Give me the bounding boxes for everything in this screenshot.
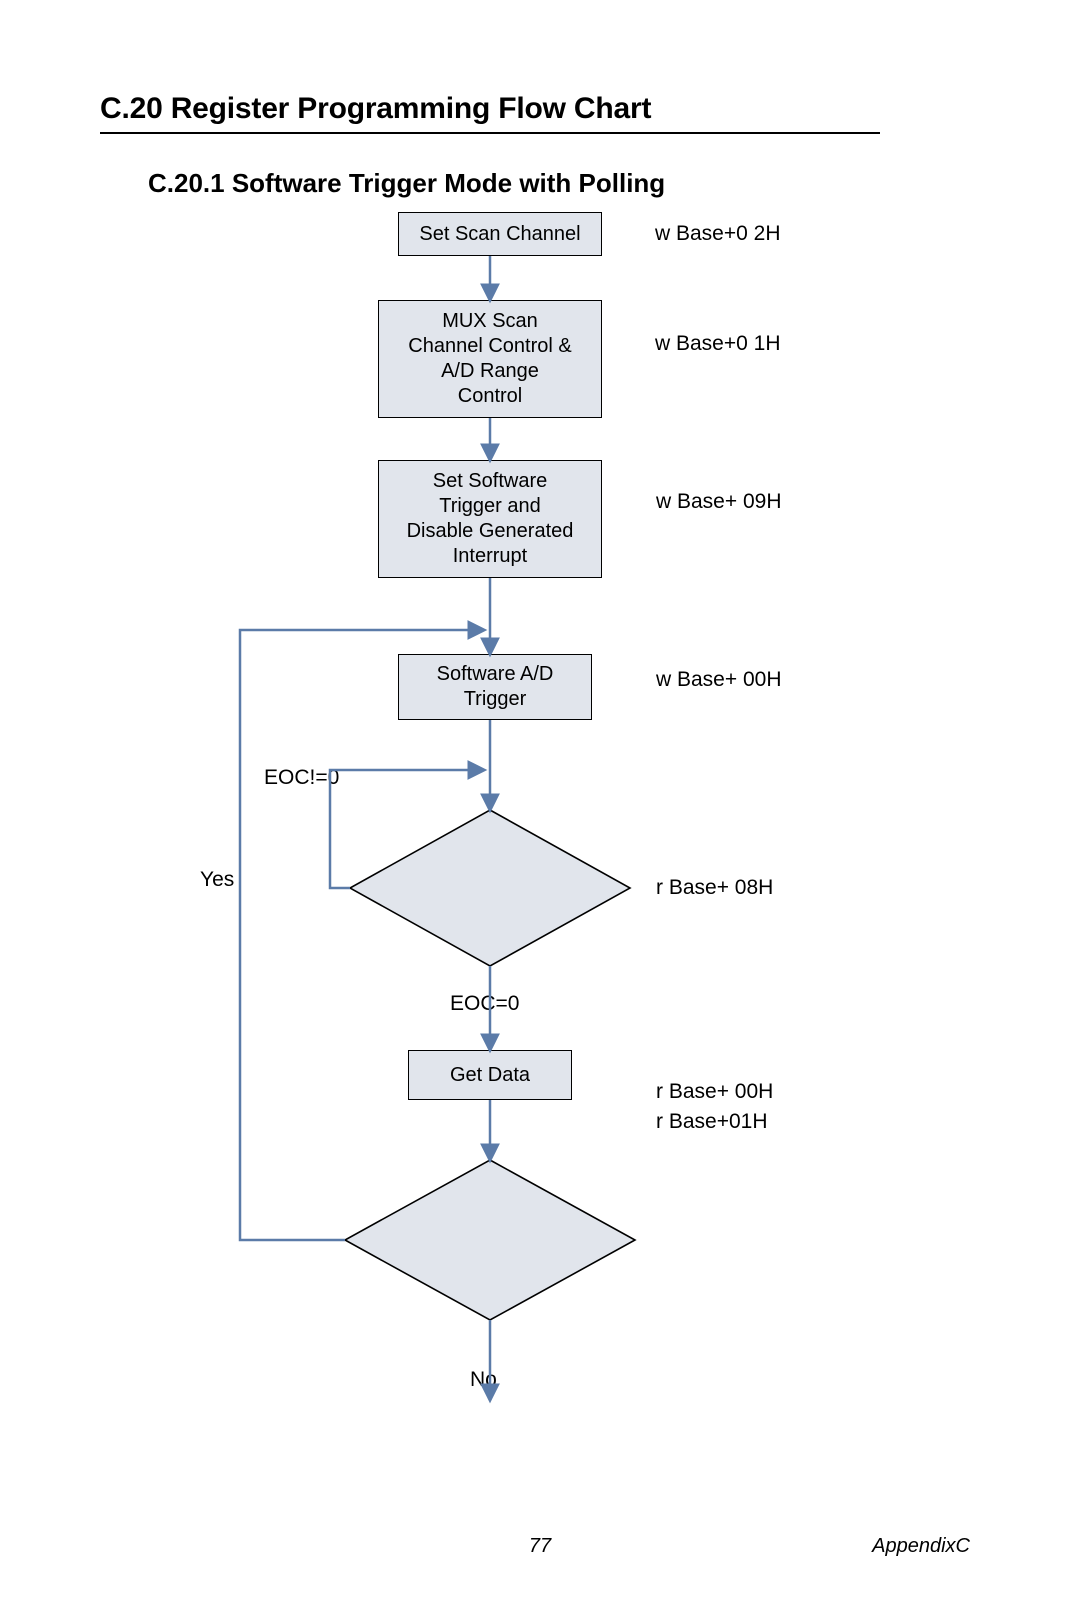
edge-label-eoc-eq: EOC=0 [450, 992, 519, 1016]
title-rule [100, 132, 880, 134]
node-set-software-trigger: Set SoftwareTrigger andDisable Generated… [378, 460, 602, 578]
annot-n2: w Base+0 1H [655, 332, 781, 356]
node-label: Set Scan Channel [419, 222, 580, 247]
page: C.20 Register Programming Flow Chart C.2… [0, 0, 1080, 1618]
node-get-data: Get Data [408, 1050, 572, 1100]
node-label: Software A/DTrigger [437, 662, 554, 712]
annot-n6a: r Base+ 00H [656, 1080, 773, 1104]
annot-n5: r Base+ 08H [656, 876, 773, 900]
annot-n1: w Base+0 2H [655, 222, 781, 246]
edge-label-eoc-ne: EOC!=0 [264, 766, 339, 790]
section-title: C.20 Register Programming Flow Chart [100, 92, 651, 126]
annot-n3: w Base+ 09H [656, 490, 782, 514]
annot-n4: w Base+ 00H [656, 668, 782, 692]
node-label: MUX ScanChannel Control &A/D RangeContro… [408, 309, 571, 409]
diamond-label-check-eoc: Check EOC [390, 876, 590, 900]
edge-label-yes: Yes [200, 868, 234, 892]
diamond-label-more-data: More Data? [390, 1228, 590, 1252]
footer-appendix: AppendixC [872, 1535, 970, 1558]
node-mux-scan: MUX ScanChannel Control &A/D RangeContro… [378, 300, 602, 418]
node-label: Set SoftwareTrigger andDisable Generated… [407, 469, 574, 569]
node-label: Get Data [450, 1063, 530, 1088]
annot-n6b: r Base+01H [656, 1110, 767, 1134]
node-software-ad-trigger: Software A/DTrigger [398, 654, 592, 720]
sub-section-title: C.20.1 Software Trigger Mode with Pollin… [148, 168, 665, 199]
node-set-scan-channel: Set Scan Channel [398, 212, 602, 256]
edge-label-no: No [470, 1368, 497, 1392]
